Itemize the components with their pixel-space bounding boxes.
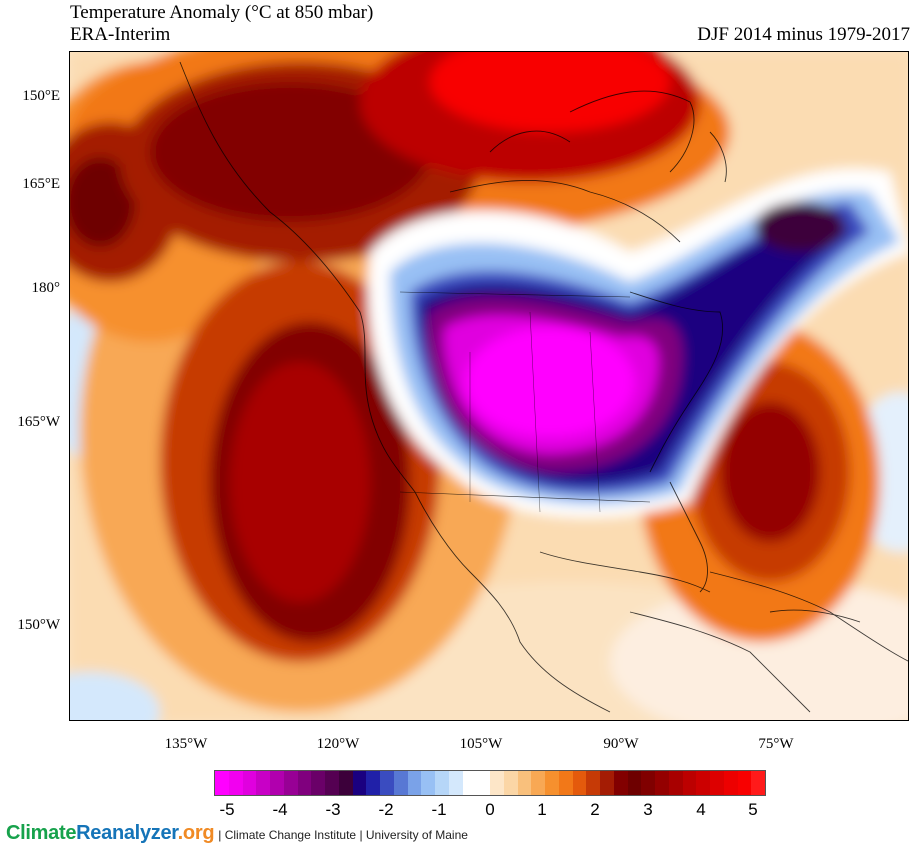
colorbar-tick: 1 xyxy=(537,800,547,819)
colorbar-swatch xyxy=(586,771,600,795)
colorbar-swatch xyxy=(421,771,435,795)
colorbar-tick: -3 xyxy=(325,800,341,819)
colorbar-swatch xyxy=(517,771,532,795)
colorbar-tick: -5 xyxy=(219,800,235,819)
anomaly-field xyxy=(70,52,908,720)
colorbar-swatch xyxy=(696,771,710,795)
colorbar-swatch xyxy=(531,771,545,795)
comparison-period: DJF 2014 minus 1979-2017 xyxy=(697,24,910,45)
colorbar-swatch xyxy=(723,771,738,795)
map-title: Temperature Anomaly (°C at 850 mbar) xyxy=(70,2,374,23)
lon-label-135w: 135°W xyxy=(164,736,208,752)
lon-label-105w: 105°W xyxy=(459,736,503,752)
colorbar-swatch xyxy=(297,771,312,795)
lat-label-165e: 165°E xyxy=(22,176,60,192)
colorbar-swatch xyxy=(545,771,559,795)
colorbar-swatch xyxy=(476,771,490,795)
colorbar-swatch xyxy=(407,771,422,795)
logo-part-climate: Climate xyxy=(6,822,77,844)
colorbar-swatch xyxy=(325,771,339,795)
colorbar-swatch xyxy=(641,771,655,795)
lat-label-150w: 150°W xyxy=(17,617,60,633)
lon-label-90w: 90°W xyxy=(603,736,639,752)
colorbar-swatch xyxy=(366,771,380,795)
lon-label-120w: 120°W xyxy=(316,736,360,752)
coastlines xyxy=(179,61,908,713)
lat-label-165w: 165°W xyxy=(17,414,60,430)
anomaly-map xyxy=(69,51,909,721)
colorbar-tick: 2 xyxy=(590,800,600,819)
colorbar-swatch xyxy=(448,771,463,795)
lat-label-180: 180° xyxy=(31,280,61,296)
colorbar-swatch xyxy=(283,771,298,795)
credits: | Climate Change Institute | University … xyxy=(218,828,468,842)
colorbar-swatch xyxy=(600,771,614,795)
colorbar-tick: 0 xyxy=(485,800,495,819)
colorbar-swatch xyxy=(462,771,477,795)
colorbar-swatch xyxy=(228,771,243,795)
colorbar-swatch xyxy=(352,771,367,795)
colorbar-swatch xyxy=(256,771,270,795)
colorbar-swatch xyxy=(682,771,697,795)
colorbar-swatch xyxy=(215,771,229,795)
lat-label-150e: 150°E xyxy=(22,88,60,104)
colorbar-tick: 5 xyxy=(748,800,758,819)
colorbar-swatch xyxy=(627,771,642,795)
colorbar-swatch xyxy=(242,771,257,795)
color-legend-bar xyxy=(214,770,766,796)
lon-label-75w: 75°W xyxy=(758,736,794,752)
colorbar-swatch xyxy=(393,771,408,795)
colorbar-tick: -2 xyxy=(378,800,394,819)
colorbar-swatch xyxy=(655,771,669,795)
colorbar-tick: -4 xyxy=(272,800,288,819)
colorbar-swatch xyxy=(380,771,394,795)
logo-part-org: .org xyxy=(177,822,215,844)
colorbar-swatch xyxy=(503,771,518,795)
logo-part-reanalyzer: Reanalyzer xyxy=(76,822,178,844)
colorbar-tick: 4 xyxy=(696,800,706,819)
colorbar-swatch xyxy=(572,771,587,795)
colorbar-swatch xyxy=(270,771,284,795)
colorbar-swatch xyxy=(311,771,325,795)
colorbar-tick: -1 xyxy=(431,800,447,819)
colorbar-swatch xyxy=(338,771,353,795)
colorbar-swatch xyxy=(613,771,628,795)
colorbar-swatch xyxy=(710,771,724,795)
colorbar-swatch xyxy=(751,771,765,795)
colorbar-swatch xyxy=(668,771,683,795)
colorbar-swatch xyxy=(490,771,504,795)
colorbar-tick: 3 xyxy=(643,800,653,819)
dataset-name: ERA-Interim xyxy=(70,24,171,45)
colorbar-swatch xyxy=(737,771,752,795)
colorbar-swatch xyxy=(558,771,573,795)
site-logo[interactable]: ClimateReanalyzer.org xyxy=(6,822,215,844)
colorbar-swatch xyxy=(435,771,449,795)
footer: ClimateReanalyzer.org | Climate Change In… xyxy=(6,822,468,845)
